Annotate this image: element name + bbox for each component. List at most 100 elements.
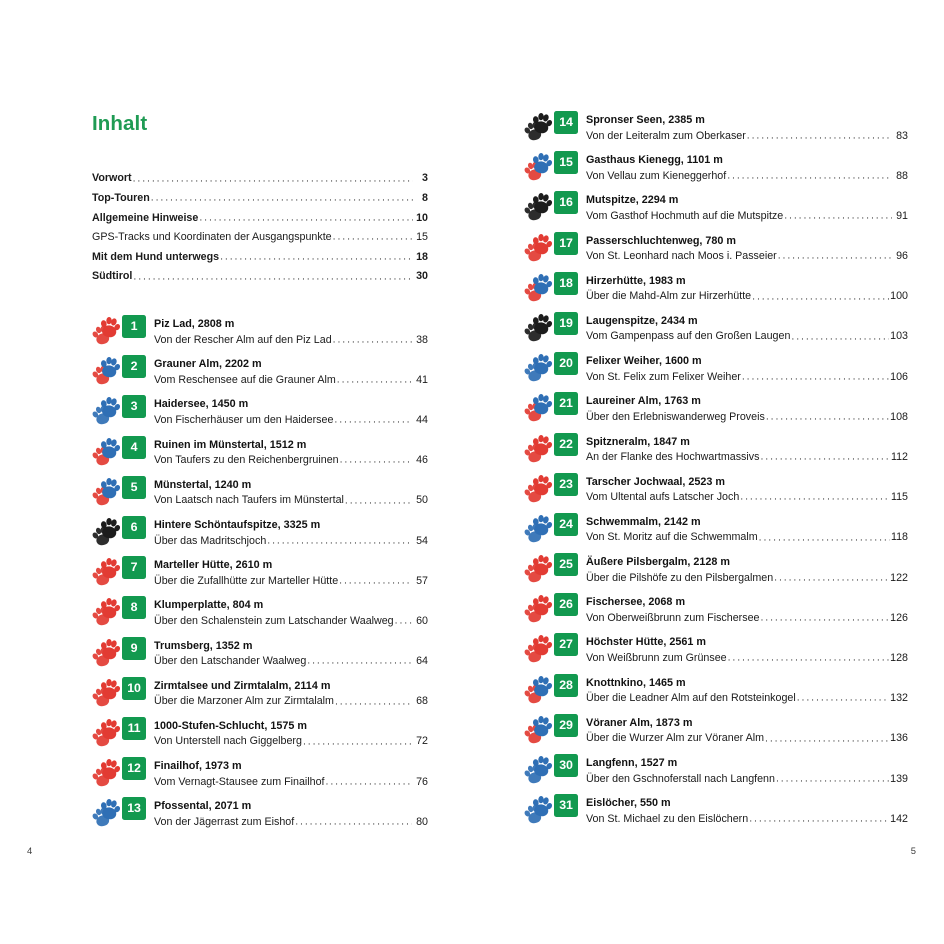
tour-list-item[interactable]: 17 Passerschluchtenweg, 780 m Von St. Le… [524,231,908,271]
tour-list-item[interactable]: 4 Ruinen im Münstertal, 1512 m Von Taufe… [92,435,428,475]
page-right: 14 Spronser Seen, 2385 m Von der Leitera… [472,0,944,944]
tour-text-block: Zirmtalsee und Zirmtalalm, 2114 m Über d… [154,676,428,709]
tour-list-item[interactable]: 6 Hintere Schöntaufspitze, 3325 m Über d… [92,515,428,555]
tour-list-item[interactable]: 29 Vöraner Alm, 1873 m Über die Wurzer A… [524,713,908,753]
tour-number-badge: 12 [122,757,146,781]
paw-print-icon [532,313,553,335]
tour-list-item[interactable]: 31 Eislöcher, 550 m Von St. Michael zu d… [524,793,908,833]
tour-page-number: 80 [416,815,428,828]
tour-list-item[interactable]: 25 Äußere Pilsbergalm, 2128 m Über die P… [524,552,908,592]
tour-text-block: Haidersee, 1450 m Von Fischerhäuser um d… [154,394,428,427]
front-matter-label: GPS-Tracks und Koordinaten der Ausgangsp… [92,231,332,244]
tour-list-item[interactable]: 5 Münstertal, 1240 m Von Laatsch nach Ta… [92,475,428,515]
tour-text-block: Trumsberg, 1352 m Über den Latschander W… [154,636,428,669]
tour-list-item[interactable]: 27 Höchster Hütte, 2561 m Von Weißbrunn … [524,632,908,672]
tour-title: Klumperplatte, 804 m [154,599,264,612]
tour-subtitle: Über die Leadner Alm auf den Rotsteinkog… [586,692,796,705]
tour-list-item[interactable]: 2 Grauner Alm, 2202 m Vom Reschensee auf… [92,354,428,394]
tour-list-item[interactable]: 30 Langfenn, 1527 m Über den Gschnoferst… [524,753,908,793]
tour-subtitle: Über die Zufallhütte zur Marteller Hütte [154,574,339,587]
tour-text-block: Hirzerhütte, 1983 m Über die Mahd-Alm zu… [586,271,908,304]
tour-subtitle: Von Taufers zu den Reichenbergruinen [154,454,339,467]
tour-list-item[interactable]: 12 Finailhof, 1973 m Vom Vernagt-Stausee… [92,756,428,796]
tour-number-badge: 2 [122,355,146,379]
dot-leader: ........................................… [302,735,412,748]
tour-subtitle-row: Von St. Michael zu den Eislöchern ......… [586,812,908,827]
dot-leader: ........................................… [758,531,890,544]
tour-title: Langfenn, 1527 m [586,757,678,769]
tour-title: Laureiner Alm, 1763 m [586,395,701,408]
tour-list-item[interactable]: 7 Marteller Hütte, 2610 m Über die Zufal… [92,555,428,595]
paw-pair-icon [92,315,122,349]
tour-page-number: 44 [416,413,428,426]
paw-print-icon [532,555,553,576]
tour-title: Schwemmalm, 2142 m [586,515,701,528]
tour-list-item[interactable]: 11 1000-Stufen-Schlucht, 1575 m Von Unte… [92,716,428,756]
tour-list-item[interactable]: 22 Spitzneralm, 1847 m An der Flanke des… [524,432,908,472]
paw-print-icon [532,394,553,415]
paw-print-icon [532,193,553,214]
tour-list-item[interactable]: 24 Schwemmalm, 2142 m Von St. Moritz auf… [524,512,908,552]
paw-print-icon [532,474,553,495]
front-matter-row[interactable]: Allgemeine Hinweise.....................… [92,204,428,224]
tour-list-right: 14 Spronser Seen, 2385 m Von der Leitera… [524,0,908,833]
page-left: Inhalt Vorwort..........................… [27,113,428,856]
dot-leader: ........................................… [741,370,889,383]
tour-text-block: Passerschluchtenweg, 780 m Von St. Leonh… [586,231,908,264]
tour-list-item[interactable]: 19 Laugenspitze, 2434 m Vom Gampenpass a… [524,311,908,351]
tour-list-item[interactable]: 15 Gasthaus Kienegg, 1101 m Von Vellau z… [524,150,908,190]
tour-list-item[interactable]: 26 Fischersee, 2068 m Von Oberweißbrunn … [524,592,908,632]
paw-print-icon [532,756,553,777]
front-matter-row[interactable]: Südtirol................................… [92,262,428,282]
paw-print-icon [532,796,553,817]
tour-list-item[interactable]: 23 Tarscher Jochwaal, 2523 m Vom Ultenta… [524,472,908,512]
dot-leader: ........................................… [133,271,413,282]
front-matter-list: Vorwort.................................… [92,165,428,283]
tour-text-block: Spronser Seen, 2385 m Von der Leiteralm … [586,110,908,143]
tour-subtitle: An der Flanke des Hochwartmassivs [586,451,760,463]
paw-print-icon [532,675,553,696]
paw-print-icon [100,598,121,619]
tour-subtitle: Von St. Leonhard nach Moos i. Passeier [586,250,777,263]
tour-text-block: Grauner Alm, 2202 m Vom Reschensee auf d… [154,354,428,387]
tour-list-item[interactable]: 14 Spronser Seen, 2385 m Von der Leitera… [524,110,908,150]
tour-title: Trumsberg, 1352 m [154,639,253,652]
tour-list-item[interactable]: 28 Knottnkino, 1465 m Über die Leadner A… [524,673,908,713]
front-matter-row[interactable]: GPS-Tracks und Koordinaten der Ausgangsp… [92,223,428,243]
paw-print-icon [532,635,553,656]
tour-list-item[interactable]: 20 Felixer Weiher, 1600 m Von St. Felix … [524,351,908,391]
tour-title: Knottnkino, 1465 m [586,676,686,689]
front-matter-row[interactable]: Mit dem Hund unterwegs..................… [92,243,428,263]
tour-number-badge: 6 [122,516,146,539]
tour-number-badge: 1 [122,315,146,339]
tour-subtitle: Von Vellau zum Kieneggerhof [586,169,727,182]
paw-pair-icon [92,355,122,389]
tour-list-item[interactable]: 18 Hirzerhütte, 1983 m Über die Mahd-Alm… [524,271,908,311]
tour-number-badge: 15 [554,151,578,175]
dot-leader: ........................................… [784,209,892,222]
tour-list-item[interactable]: 16 Mutspitze, 2294 m Vom Gasthof Hochmut… [524,190,908,230]
tour-text-block: Marteller Hütte, 2610 m Über die Zufallh… [154,555,428,588]
tour-list-item[interactable]: 9 Trumsberg, 1352 m Über den Latschander… [92,636,428,676]
tour-list-item[interactable]: 1 Piz Lad, 2808 m Von der Rescher Alm au… [92,314,428,354]
tour-list-item[interactable]: 13 Pfossental, 2071 m Von der Jägerrast … [92,796,428,836]
tour-text-block: Langfenn, 1527 m Über den Gschnoferstall… [586,753,908,786]
tour-page-number: 122 [890,571,908,584]
front-matter-row[interactable]: Top-Touren..............................… [92,184,428,204]
tour-page-number: 96 [896,250,908,263]
tour-list-item[interactable]: 8 Klumperplatte, 804 m Über den Schalens… [92,595,428,635]
tour-page-number: 132 [890,692,908,705]
tour-title: Fischersee, 2068 m [586,596,686,609]
tour-subtitle-row: Über die Leadner Alm auf den Rotsteinkog… [586,692,908,706]
tour-list-item[interactable]: 3 Haidersee, 1450 m Von Fischerhäuser um… [92,394,428,434]
front-matter-row[interactable]: Vorwort.................................… [92,165,428,185]
tour-list-item[interactable]: 10 Zirmtalsee und Zirmtalalm, 2114 m Übe… [92,676,428,716]
tour-page-number: 64 [416,655,428,668]
tour-list-item[interactable]: 21 Laureiner Alm, 1763 m Über den Erlebn… [524,391,908,431]
tour-subtitle-row: Vom Vernagt-Stausee zum Finailhof ......… [154,775,428,790]
tour-title: 1000-Stufen-Schlucht, 1575 m [154,719,308,732]
tour-number-badge: 29 [554,713,578,737]
tour-subtitle-row: Von St. Leonhard nach Moos i. Passeier .… [586,250,908,264]
tour-title: Spitzneralm, 1847 m [586,435,690,448]
paw-print-icon [532,113,553,134]
